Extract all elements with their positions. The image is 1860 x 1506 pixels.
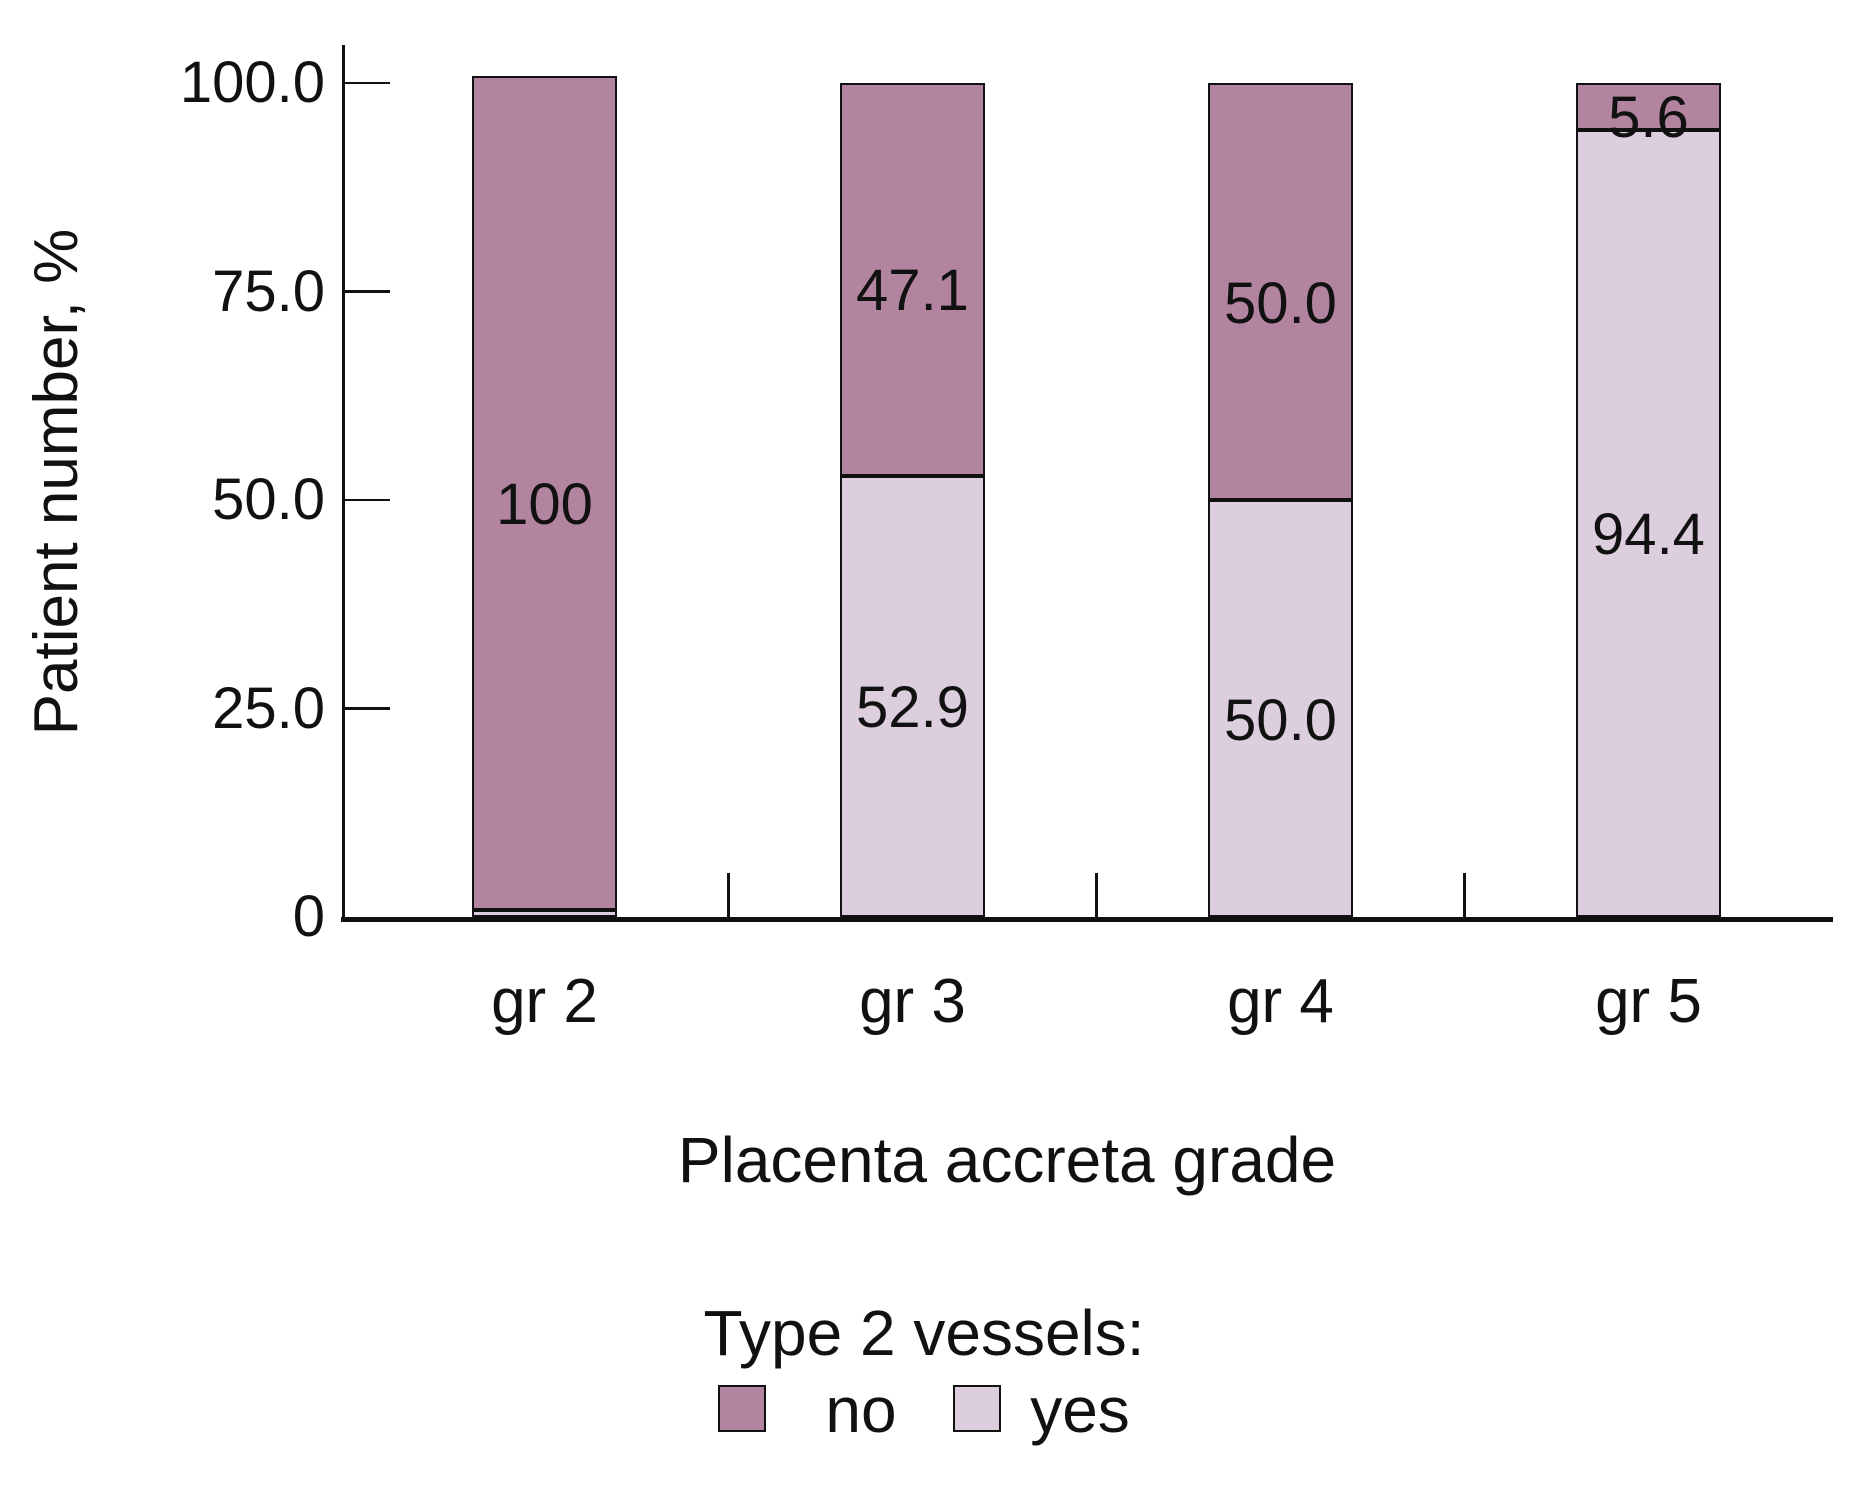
y-tick-label: 100.0 <box>179 50 325 115</box>
y-tick <box>343 290 390 293</box>
bar-value-label: 47.1 <box>856 258 969 324</box>
legend-title: Type 2 vessels: <box>703 1297 1145 1369</box>
legend-swatch-no <box>718 1385 766 1432</box>
bar-value-label: 94.4 <box>1592 502 1705 568</box>
y-axis-title: Patient number, % <box>22 228 91 736</box>
bar-segment <box>472 910 617 917</box>
bar-value-label: 50.0 <box>1224 687 1337 753</box>
bar-segment <box>1576 83 1721 130</box>
x-category-label: gr 5 <box>1595 967 1702 1036</box>
bar-value-label: 5.6 <box>1608 85 1689 151</box>
bar-segment <box>1208 83 1353 500</box>
x-category-tick <box>727 873 730 917</box>
y-tick-label: 25.0 <box>212 675 325 741</box>
bar-segment <box>1576 129 1721 917</box>
y-tick-label: 50.0 <box>212 467 325 532</box>
x-axis-title: Placenta accreta grade <box>677 1124 1337 1196</box>
x-category-tick <box>1095 873 1098 917</box>
x-axis-line <box>341 917 1833 922</box>
bar-segment <box>840 475 985 917</box>
x-category-label: gr 3 <box>859 967 966 1036</box>
y-tick <box>343 498 390 502</box>
legend-label-yes: yes <box>1030 1374 1130 1446</box>
bar-segment <box>840 83 985 476</box>
bar-segment <box>1208 500 1353 917</box>
y-tick-label: 75.0 <box>212 258 325 324</box>
x-category-label: gr 4 <box>1227 967 1334 1036</box>
y-tick <box>343 81 390 85</box>
y-tick <box>343 707 390 710</box>
y-tick-label: 0 <box>292 884 325 949</box>
y-axis-line <box>341 45 345 921</box>
x-category-tick <box>1463 873 1466 917</box>
legend-swatch-yes <box>953 1385 1001 1432</box>
legend-label-no: no <box>825 1374 897 1446</box>
x-category-label: gr 2 <box>491 967 598 1036</box>
bar-value-label: 50.0 <box>1224 270 1337 336</box>
bar-segment <box>472 76 617 911</box>
bar-value-label: 52.9 <box>856 675 969 741</box>
bar-value-label: 100 <box>496 472 593 538</box>
